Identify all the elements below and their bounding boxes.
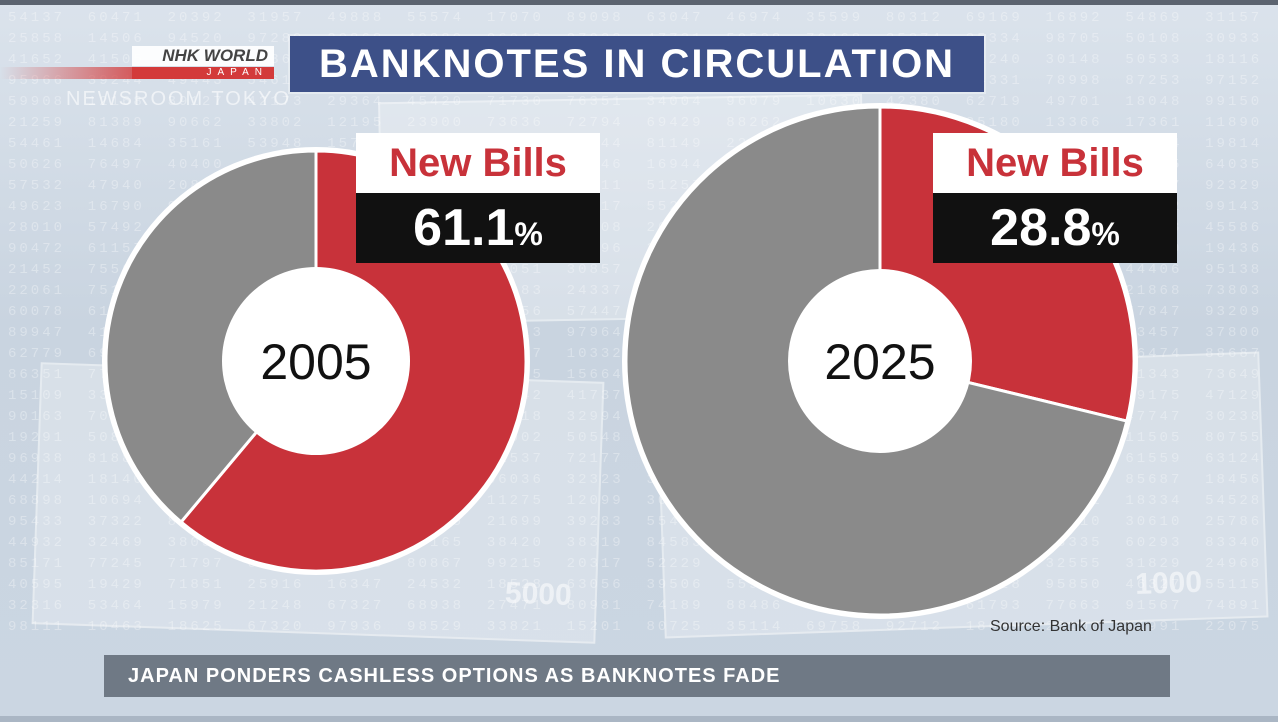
center-year-label: 2005: [260, 334, 371, 390]
new-bills-percent-2025: 28.8%: [933, 193, 1177, 263]
slice-other-2005: [104, 149, 318, 525]
new-bills-label-2025: New Bills: [933, 133, 1177, 193]
donut-hole: [788, 269, 972, 453]
percent-value-2025: 28.8: [990, 199, 1092, 257]
banner-text: JAPAN PONDERS CASHLESS OPTIONS AS BANKNO…: [128, 665, 781, 687]
source-note: Source: Bank of Japan: [990, 618, 1152, 635]
chart-title: BANKNOTES IN CIRCULATION: [318, 42, 956, 86]
percent-unit-2005: %: [514, 216, 543, 252]
percent-unit-2025: %: [1091, 216, 1120, 252]
percent-value-2005: 61.1: [413, 199, 515, 257]
top-bar: [0, 0, 1278, 5]
new-bills-percent-2005: 61.1%: [356, 193, 600, 263]
logo-top-text: NHK WORLD: [132, 46, 274, 66]
title-box: BANKNOTES IN CIRCULATION: [290, 36, 984, 92]
logo-bottom-text: JAPAN: [132, 67, 274, 79]
center-year-label: 2025: [824, 334, 935, 390]
newsroom-watermark: NEWSROOM TOKYO: [66, 88, 292, 110]
nhk-world-logo: NHK WORLD JAPAN: [0, 46, 274, 80]
bottom-bar: [0, 716, 1278, 722]
news-ticker-banner: JAPAN PONDERS CASHLESS OPTIONS AS BANKNO…: [104, 655, 1170, 697]
new-bills-label-2005: New Bills: [356, 133, 600, 193]
donut-hole: [222, 267, 410, 455]
